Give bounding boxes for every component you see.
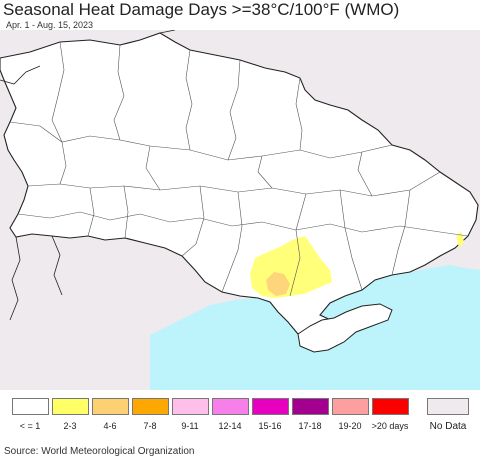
ukraine-land xyxy=(0,32,479,341)
legend-swatch-4-6 xyxy=(92,398,129,415)
legend-label-12-14: 12-14 xyxy=(218,421,242,431)
heat-damage-map xyxy=(0,30,480,390)
legend-swatch-19-20 xyxy=(332,398,369,415)
neighbor-borders xyxy=(0,30,176,321)
legend-label-4-6: 4-6 xyxy=(103,421,117,431)
legend-label-no-data: No Data xyxy=(429,421,467,432)
date-range: Apr. 1 - Aug. 15, 2023 xyxy=(6,20,94,30)
map-title: Seasonal Heat Damage Days >=38°C/100°F (… xyxy=(3,0,400,19)
legend-swatch-9-11 xyxy=(172,398,209,415)
legend-swatch-12-14 xyxy=(212,398,249,415)
oblast-borders xyxy=(9,41,469,297)
legend-label-7-8: 7-8 xyxy=(143,421,157,431)
source-credit: Source: World Meteorological Organizatio… xyxy=(4,446,195,457)
legend: < = 1 2-3 4-6 7-8 9-11 12-14 15-16 17-18… xyxy=(0,398,480,438)
heat-area-east-edge xyxy=(456,232,464,248)
legend-label-gt20: >20 days xyxy=(371,421,409,431)
legend-swatch-no-data xyxy=(427,398,469,415)
legend-label-15-16: 15-16 xyxy=(258,421,282,431)
legend-swatch-le1 xyxy=(12,398,49,415)
legend-label-17-18: 17-18 xyxy=(298,421,322,431)
legend-label-19-20: 19-20 xyxy=(338,421,362,431)
crimea-land xyxy=(297,303,393,353)
legend-swatch-gt20 xyxy=(372,398,409,415)
heat-area-4-6-days xyxy=(266,272,290,296)
legend-swatch-15-16 xyxy=(252,398,289,415)
legend-label-le1: < = 1 xyxy=(19,421,41,431)
legend-swatch-7-8 xyxy=(132,398,169,415)
legend-swatch-17-18 xyxy=(292,398,329,415)
legend-label-9-11: 9-11 xyxy=(181,421,199,431)
legend-label-2-3: 2-3 xyxy=(63,421,77,431)
legend-swatch-2-3 xyxy=(52,398,89,415)
